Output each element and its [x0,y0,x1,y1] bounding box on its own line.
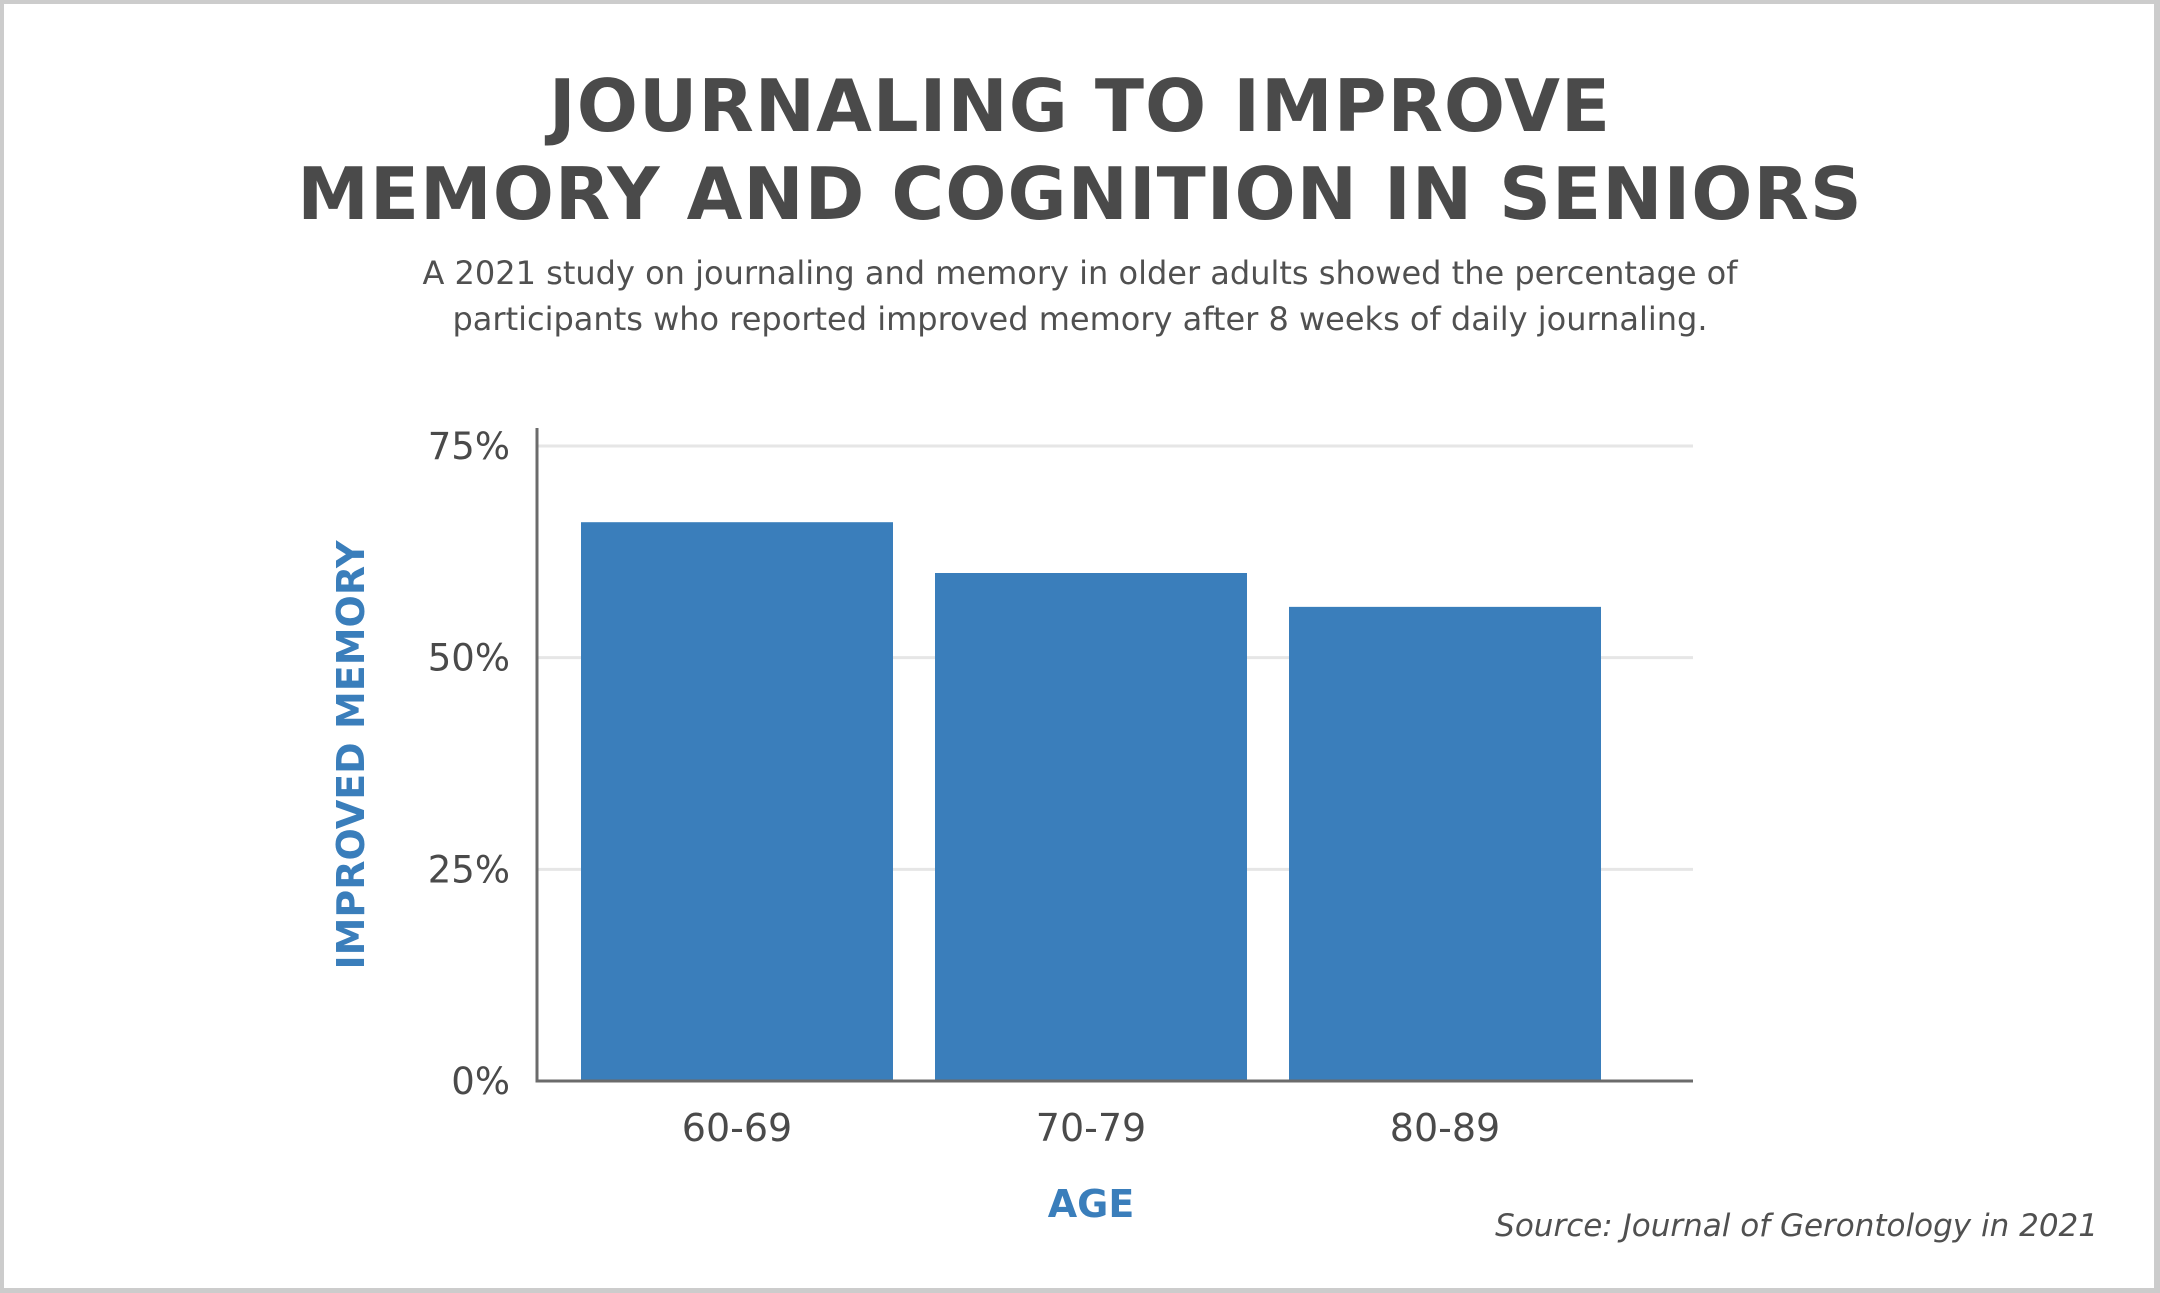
x-tick-labels: 60-69 70-79 80-89 [682,1106,1500,1150]
y-tick-label: 50% [428,637,510,680]
y-tick-label: 75% [428,425,510,468]
bar [935,573,1247,1081]
x-tick-label: 60-69 [682,1106,792,1150]
bars [581,522,1601,1081]
chart-title-line-2: MEMORY AND COGNITION IN SENIORS [297,152,1863,236]
x-axis-label: AGE [1048,1182,1135,1226]
x-tick-label: 70-79 [1036,1106,1146,1150]
chart-title-line-1: JOURNALING TO IMPROVE [548,64,1612,148]
chart-subtitle-line-2: participants who reported improved memor… [452,300,1708,338]
chart-title: JOURNALING TO IMPROVE MEMORY AND COGNITI… [0,62,2160,238]
y-tick-label: 0% [451,1060,510,1103]
bar [581,522,893,1081]
x-tick-label: 80-89 [1390,1106,1500,1150]
y-tick-labels: 0% 25% 50% 75% [428,425,510,1103]
y-tick-label: 25% [428,848,510,891]
bar [1289,606,1601,1081]
source-note: Source: Journal of Gerontology in 2021 [1495,1208,2098,1244]
chart-subtitle: A 2021 study on journaling and memory in… [0,250,2160,342]
y-axis-label: IMPROVED MEMORY [329,540,373,970]
chart-subtitle-line-1: A 2021 study on journaling and memory in… [422,254,1738,292]
